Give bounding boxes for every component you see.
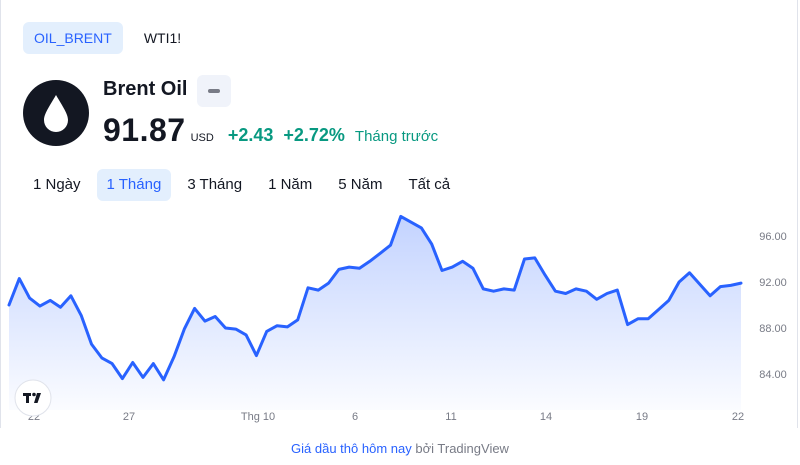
x-tick-label: 19 <box>636 411 648 423</box>
attribution-link[interactable]: Giá dầu thô hôm nay <box>291 441 412 456</box>
symbol-tabs: OIL_BRENT WTI1! <box>23 22 192 54</box>
tradingview-logo[interactable] <box>13 378 53 423</box>
minus-icon <box>208 89 220 93</box>
oil-drop-icon <box>23 80 89 146</box>
change-percent: +2.72% <box>283 125 345 145</box>
range-1-day[interactable]: 1 Ngày <box>33 176 81 193</box>
x-tick-label: 14 <box>540 411 552 423</box>
tab-wti[interactable]: WTI1! <box>143 30 182 46</box>
y-tick-label: 84.00 <box>759 369 787 381</box>
price-area <box>9 216 741 410</box>
y-tick-label: 92.00 <box>759 277 787 289</box>
collapse-button[interactable] <box>197 75 231 107</box>
change-period: Tháng trước <box>354 128 439 145</box>
range-all[interactable]: Tất cả <box>408 176 451 193</box>
x-tick-label: 11 <box>445 411 456 423</box>
attribution-by: bởi <box>415 441 435 456</box>
x-tick-label: 22 <box>732 411 744 423</box>
attribution-source[interactable]: TradingView <box>437 441 509 456</box>
tab-oil-brent[interactable]: OIL_BRENT <box>23 22 123 54</box>
attribution: Giá dầu thô hôm nay bởi TradingView <box>0 441 800 456</box>
range-selector: 1 Ngày 1 Tháng 3 Tháng 1 Năm 5 Năm Tất c… <box>23 169 460 201</box>
range-5-years[interactable]: 5 Năm <box>338 176 383 193</box>
price-line <box>7 214 743 382</box>
range-1-year[interactable]: 1 Năm <box>268 176 313 193</box>
ticker-widget: OIL_BRENT WTI1! Brent Oil 91.87 USD +2.4… <box>0 0 798 428</box>
currency-label: USD <box>190 132 214 144</box>
last-price: 91.87 <box>103 112 186 148</box>
x-tick-label: 27 <box>123 411 135 423</box>
symbol-name: Brent Oil <box>103 78 188 100</box>
range-3-months[interactable]: 3 Tháng <box>187 176 243 193</box>
x-tick-label: Thg 10 <box>241 411 275 423</box>
range-1-month[interactable]: 1 Tháng <box>96 169 172 201</box>
price-row: 91.87 USD +2.43 +2.72% Tháng trước <box>103 112 438 149</box>
change-absolute: +2.43 <box>227 125 274 145</box>
y-tick-label: 96.00 <box>759 231 787 243</box>
x-tick-label: 6 <box>352 411 358 423</box>
y-tick-label: 88.00 <box>759 323 787 335</box>
